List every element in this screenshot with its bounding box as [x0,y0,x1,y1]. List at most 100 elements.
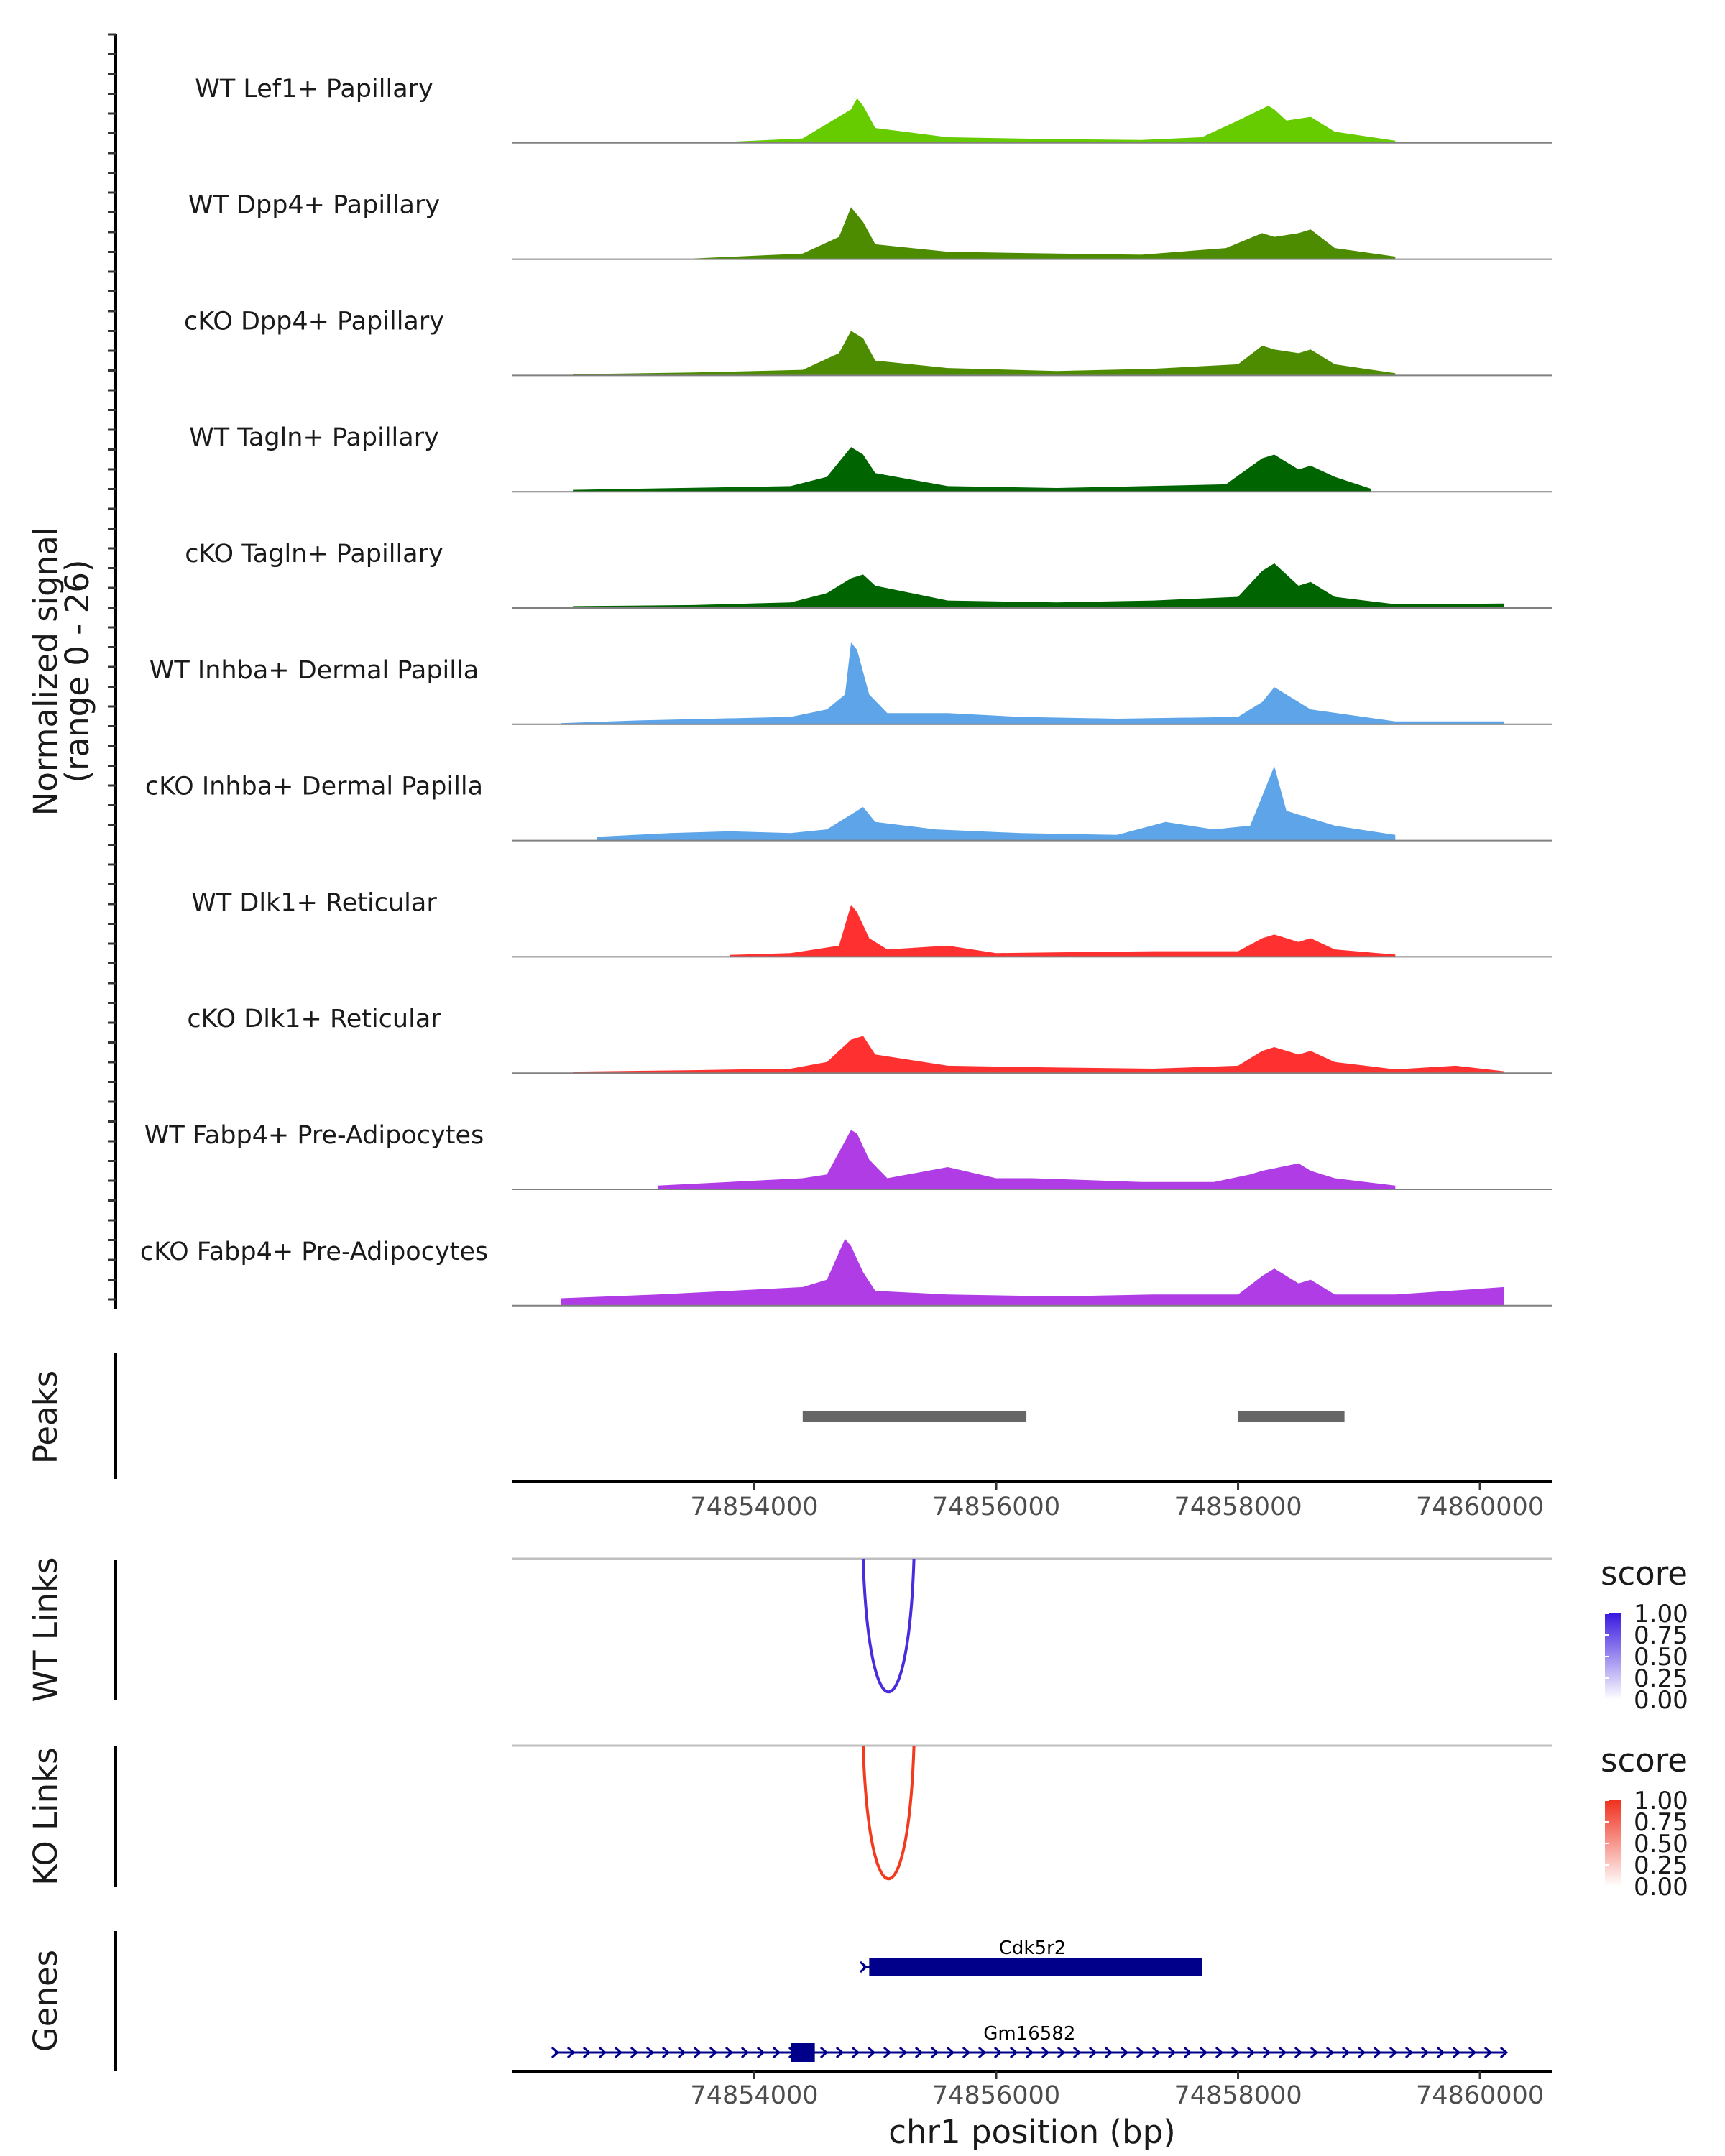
strand-arrow [1294,2046,1303,2059]
coverage-track-area [694,207,1396,259]
strand-arrow [1088,2046,1098,2059]
peaks-x-tick-label: 74854000 [690,1493,818,1521]
legend-tick-label: 0.75 [1634,1808,1688,1837]
strand-arrow [1468,2046,1477,2059]
strand-arrow [1120,2046,1129,2059]
coverage-track: WT Lef1+ Papillary [195,75,1552,144]
coverage-track: WT Fabp4+ Pre-Adipocytes [144,1121,1552,1190]
strand-arrow [891,1961,900,1973]
link-arc [861,1558,916,1694]
peaks-panel: Peaks 74854000 74856000 74858000 74860000 [27,1353,1552,1521]
strand-arrow [740,2046,750,2059]
strand-arrow [772,2046,781,2059]
coverage-track: cKO Dpp4+ Papillary [184,307,1552,377]
strand-arrow [922,1961,932,1973]
strand-arrow [875,1961,884,1973]
gene-model: Cdk5r2 [859,1938,1202,1976]
strand-arrow [1144,1961,1153,1973]
strand-arrow [985,1961,995,1973]
gene-model: Gm16582 [551,2023,1509,2062]
strand-arrow [1389,2046,1398,2059]
strand-arrow [898,2046,908,2059]
strand-arrow [962,2046,971,2059]
strand-arrow [788,2046,797,2059]
legend-tick-label: 0.50 [1634,1643,1688,1672]
legend-title: score [1601,1554,1688,1593]
coverage-y-axis-title: Normalized signal(range 0 - 26) [27,527,96,816]
genes-x-tick-label: 74860000 [1416,2081,1544,2110]
strand-arrow [938,1961,947,1973]
legend-tick-label: 0.00 [1634,1686,1688,1715]
coverage-track-area [561,642,1504,724]
coverage-track-area [573,1036,1504,1074]
coverage-track-area [730,905,1396,957]
legend-tick-label: 0.00 [1634,1873,1688,1902]
links-panel-title: KO Links [27,1747,65,1885]
legend-colorbar [1605,1613,1621,1700]
coverage-track-area [573,563,1504,608]
coverage-track-area [561,1238,1504,1306]
strand-arrow [1136,2046,1145,2059]
legend-tick-label: 0.25 [1634,1664,1688,1693]
strand-arrow [1151,2046,1161,2059]
strand-arrow [1017,1961,1026,1973]
genes-panel-title: Genes [27,1950,65,2052]
strand-arrow [1246,2046,1256,2059]
coverage-track-label: WT Dlk1+ Reticular [191,888,437,917]
coverage-track-area [657,1130,1396,1189]
genes-x-tick-label: 74856000 [932,2081,1060,2110]
strand-arrow [1001,1961,1011,1973]
strand-arrow [614,2046,623,2059]
strand-arrow [1452,2046,1461,2059]
legend-tick-label: 1.00 [1634,1787,1688,1815]
strand-arrow [1183,2046,1192,2059]
strand-arrow [1325,2046,1335,2059]
strand-arrow [1033,1961,1042,1973]
genes-x-tick-label: 74858000 [1174,2081,1302,2110]
strand-arrow [1159,1961,1169,1973]
strand-arrow [1215,2046,1224,2059]
strand-arrow [1049,1961,1058,1973]
strand-arrow [1096,1961,1105,1973]
strand-arrow [804,2046,813,2059]
legend-tick-label: 0.50 [1634,1830,1688,1858]
peak-bar [1238,1411,1345,1422]
strand-arrow [677,2046,686,2059]
strand-arrow [645,2046,655,2059]
links-panel-title: WT Links [27,1557,65,1703]
strand-arrow [1484,2046,1493,2059]
strand-arrow [1128,1961,1137,1973]
genes-x-tick-label: 74854000 [690,2081,818,2110]
strand-arrow [1191,1961,1200,1973]
strand-arrow [724,2046,734,2059]
coverage-track: WT Dlk1+ Reticular [191,888,1552,958]
coverage-track-area [573,447,1371,492]
strand-arrow [1072,2046,1082,2059]
coverage-track-label: WT Fabp4+ Pre-Adipocytes [144,1121,484,1150]
coverage-track-label: cKO Tagln+ Papillary [185,540,443,568]
strand-arrow [1080,1961,1090,1973]
strand-arrow [978,2046,987,2059]
coverage-track-label: cKO Dpp4+ Papillary [184,307,444,336]
coverage-track-label: cKO Fabp4+ Pre-Adipocytes [140,1238,488,1266]
links-track: KO Links score 1.000.750.500.250.00 [27,1741,1688,1902]
strand-arrow [914,2046,924,2059]
legend-colorbar [1605,1800,1621,1886]
gene-name-label: Gm16582 [983,2023,1075,2045]
coverage-track-label: cKO Dlk1+ Reticular [187,1005,441,1033]
coverage-track-label: WT Tagln+ Papillary [189,423,439,452]
peaks-x-tick-label: 74858000 [1174,1493,1302,1521]
peaks-x-tick-label: 74856000 [932,1493,1060,1521]
x-axis-title: chr1 position (bp) [888,2113,1176,2151]
strand-arrow [693,2046,702,2059]
coverage-track-area [597,766,1396,841]
strand-arrow [859,1961,868,1973]
coverage-track-label: WT Lef1+ Papillary [195,75,433,103]
peaks-x-tick-label: 74860000 [1416,1493,1544,1521]
coverage-panel: Normalized signal(range 0 - 26) WT Lef1+ … [27,33,1552,1309]
strand-arrow [709,2046,718,2059]
strand-arrow [1009,2046,1018,2059]
coverage-track-label: WT Dpp4+ Papillary [188,191,440,220]
strand-arrow [930,2046,939,2059]
